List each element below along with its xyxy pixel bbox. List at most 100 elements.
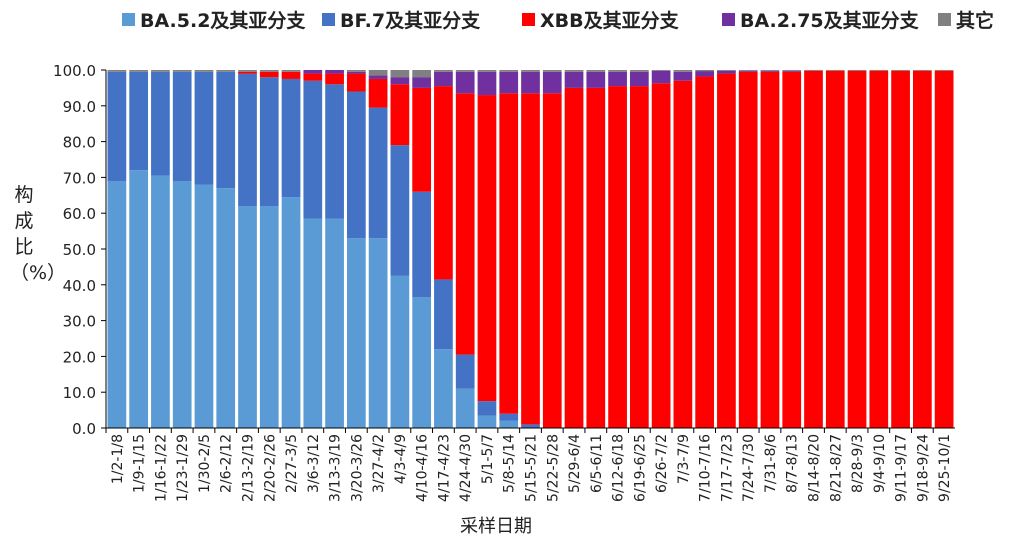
bar-segment-5 [695, 70, 715, 72]
bar-segment-5 [129, 70, 149, 72]
y-tick-label: 100.0 [53, 62, 96, 80]
x-tick-label: 3/13-3/19 [328, 434, 344, 502]
bar-segment-1 [368, 238, 388, 428]
x-tick-label: 1/2-1/8 [110, 434, 126, 484]
bar-segment-4 [629, 71, 649, 87]
x-tick-label: 8/28-9/3 [850, 434, 866, 493]
bar-segment-1 [238, 206, 257, 428]
bar-segment-5 [107, 70, 127, 72]
bar-segment-4 [455, 71, 475, 94]
bar-segment-1 [455, 388, 475, 428]
x-tick-label: 5/22-5/28 [545, 434, 561, 502]
bar-segment-3 [891, 70, 910, 428]
bar-segment-3 [521, 93, 540, 425]
bar-segment-5 [521, 70, 540, 72]
bar-segment-5 [542, 70, 562, 72]
stacked-bar-chart: 0.0 10.0 20.0 30.0 40.0 50.0 60.0 70.0 80.0 90.0 1… [53, 62, 955, 502]
x-tick-label: 1/16-1/22 [153, 434, 169, 502]
legend-swatch-ba52 [122, 13, 135, 26]
legend-swatch-ba275 [722, 13, 735, 26]
x-tick-label: 8/21-8/27 [828, 434, 844, 502]
x-tick-label: 7/3-7/9 [676, 434, 692, 484]
legend-swatch-xbb [522, 13, 535, 26]
x-tick-label: 2/13-2/19 [241, 434, 257, 502]
bar-segment-2 [434, 279, 453, 350]
bar-segment-5 [804, 70, 823, 71]
bar-segment-5 [281, 70, 301, 72]
bar-segment-2 [151, 71, 170, 176]
x-tick-label: 6/19-6/25 [632, 434, 648, 502]
bar-segment-3 [912, 70, 932, 428]
bar-segment-2 [129, 71, 149, 171]
bar-segment-2 [477, 401, 497, 416]
bar-segment-3 [281, 71, 301, 79]
y-tick-label: 50.0 [63, 241, 96, 259]
x-tick-label: 1/23-1/29 [175, 434, 191, 502]
bar-segment-1 [346, 238, 366, 428]
bar-segment-3 [586, 87, 606, 429]
bar-segment-1 [412, 297, 432, 428]
bar-segment-3 [499, 93, 519, 414]
bar-segment-5 [891, 70, 910, 71]
bar-segment-3 [455, 93, 475, 355]
bar-segment-5 [216, 70, 236, 72]
x-tick-label: 5/1-5/7 [480, 434, 496, 484]
bar-segment-3 [760, 71, 780, 428]
bar-segment-3 [325, 73, 344, 85]
x-tick-label: 8/7-8/13 [785, 434, 801, 493]
bar-segment-1 [434, 349, 453, 428]
bar-segment-2 [346, 91, 366, 239]
bar-segment-5 [499, 70, 519, 72]
x-tick-label: 5/8-5/14 [502, 434, 518, 493]
bar-segment-5 [738, 70, 758, 71]
x-tick-label: 6/5-6/11 [589, 434, 605, 493]
legend: BA.5.2及其亚分支 BF.7及其亚分支 XBB及其亚分支 BA.2.75及其… [0, 6, 1026, 38]
bar-segment-1 [107, 180, 127, 428]
x-tick-label: 5/15-5/21 [524, 434, 540, 502]
bar-segment-3 [825, 70, 845, 428]
x-tick-label: 7/31-8/6 [763, 434, 779, 493]
bar-segment-5 [477, 70, 497, 72]
bar-segment-2 [412, 191, 432, 298]
x-tick-label: 7/17-7/23 [719, 434, 735, 502]
bar-segment-3 [346, 73, 366, 92]
bar-segment-5 [586, 70, 606, 72]
bar-segment-1 [172, 180, 192, 428]
bar-segment-1 [216, 188, 236, 428]
x-tick-label: 4/17-4/23 [436, 434, 452, 502]
bar-segment-5 [368, 70, 388, 76]
x-tick-label: 9/25-10/1 [937, 434, 953, 502]
bar-segment-4 [564, 71, 584, 88]
y-tick-label: 10.0 [63, 384, 96, 402]
bar-segment-2 [303, 80, 323, 219]
bar-segment-5 [412, 70, 432, 78]
x-tick-label: 1/9-1/15 [132, 434, 148, 493]
x-tick-label: 6/26-7/2 [654, 434, 670, 493]
x-tick-label: 9/11-9/17 [894, 434, 910, 502]
bar-segment-4 [608, 71, 627, 87]
bar-segment-4 [477, 71, 497, 96]
bar-segment-5 [346, 70, 366, 72]
bar-segment-2 [194, 71, 214, 185]
x-tick-label: 4/3-4/9 [393, 434, 409, 484]
y-tick-label: 30.0 [63, 313, 96, 331]
y-tick-label: 20.0 [63, 348, 96, 366]
x-tick-label: 2/27-3/5 [284, 434, 300, 493]
bar-segment-1 [259, 206, 279, 428]
bar-segment-5 [869, 70, 889, 71]
legend-item-ba275: BA.2.75及其亚分支 [722, 6, 919, 33]
legend-item-xbb: XBB及其亚分支 [522, 6, 679, 33]
bar-segment-3 [782, 71, 802, 428]
bar-segment-4 [695, 71, 715, 77]
bar-segment-3 [717, 73, 736, 428]
x-tick-label: 3/27-4/2 [371, 434, 387, 493]
bar-segment-3 [477, 95, 497, 402]
bar-segment-2 [368, 107, 388, 239]
x-tick-label: 2/20-2/26 [262, 434, 278, 502]
bar-segment-2 [281, 78, 301, 198]
bar-segment-3 [303, 73, 323, 81]
bar-segment-1 [499, 420, 519, 428]
bar-segment-2 [521, 424, 540, 428]
bar-segment-1 [303, 218, 323, 428]
bar-segment-5 [564, 70, 584, 72]
